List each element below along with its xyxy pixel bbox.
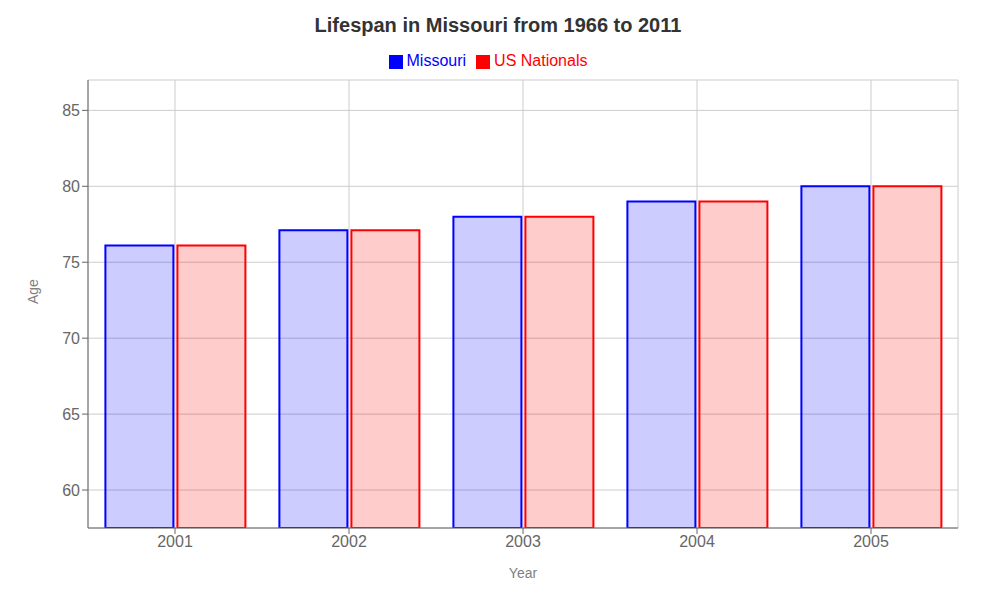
svg-text:2003: 2003 <box>505 533 541 550</box>
svg-text:2002: 2002 <box>331 533 367 550</box>
svg-text:Age: Age <box>25 279 41 304</box>
svg-text:Year: Year <box>509 565 538 581</box>
svg-text:2001: 2001 <box>157 533 193 550</box>
svg-text:60: 60 <box>62 482 80 499</box>
svg-text:2004: 2004 <box>679 533 715 550</box>
svg-text:65: 65 <box>62 406 80 423</box>
html-text:Lifespan in Missouri from 1966: Lifespan in Missouri from 1966 to 2011 <box>314 14 682 36</box>
html-text:Missouri: Missouri <box>406 52 467 69</box>
svg-text:85: 85 <box>62 102 80 119</box>
html-text:US Nationals: US Nationals <box>494 52 588 69</box>
svg-text:2005: 2005 <box>853 533 889 550</box>
svg-text:70: 70 <box>62 330 80 347</box>
svg-text:80: 80 <box>62 178 80 195</box>
svg-text:75: 75 <box>62 254 80 271</box>
